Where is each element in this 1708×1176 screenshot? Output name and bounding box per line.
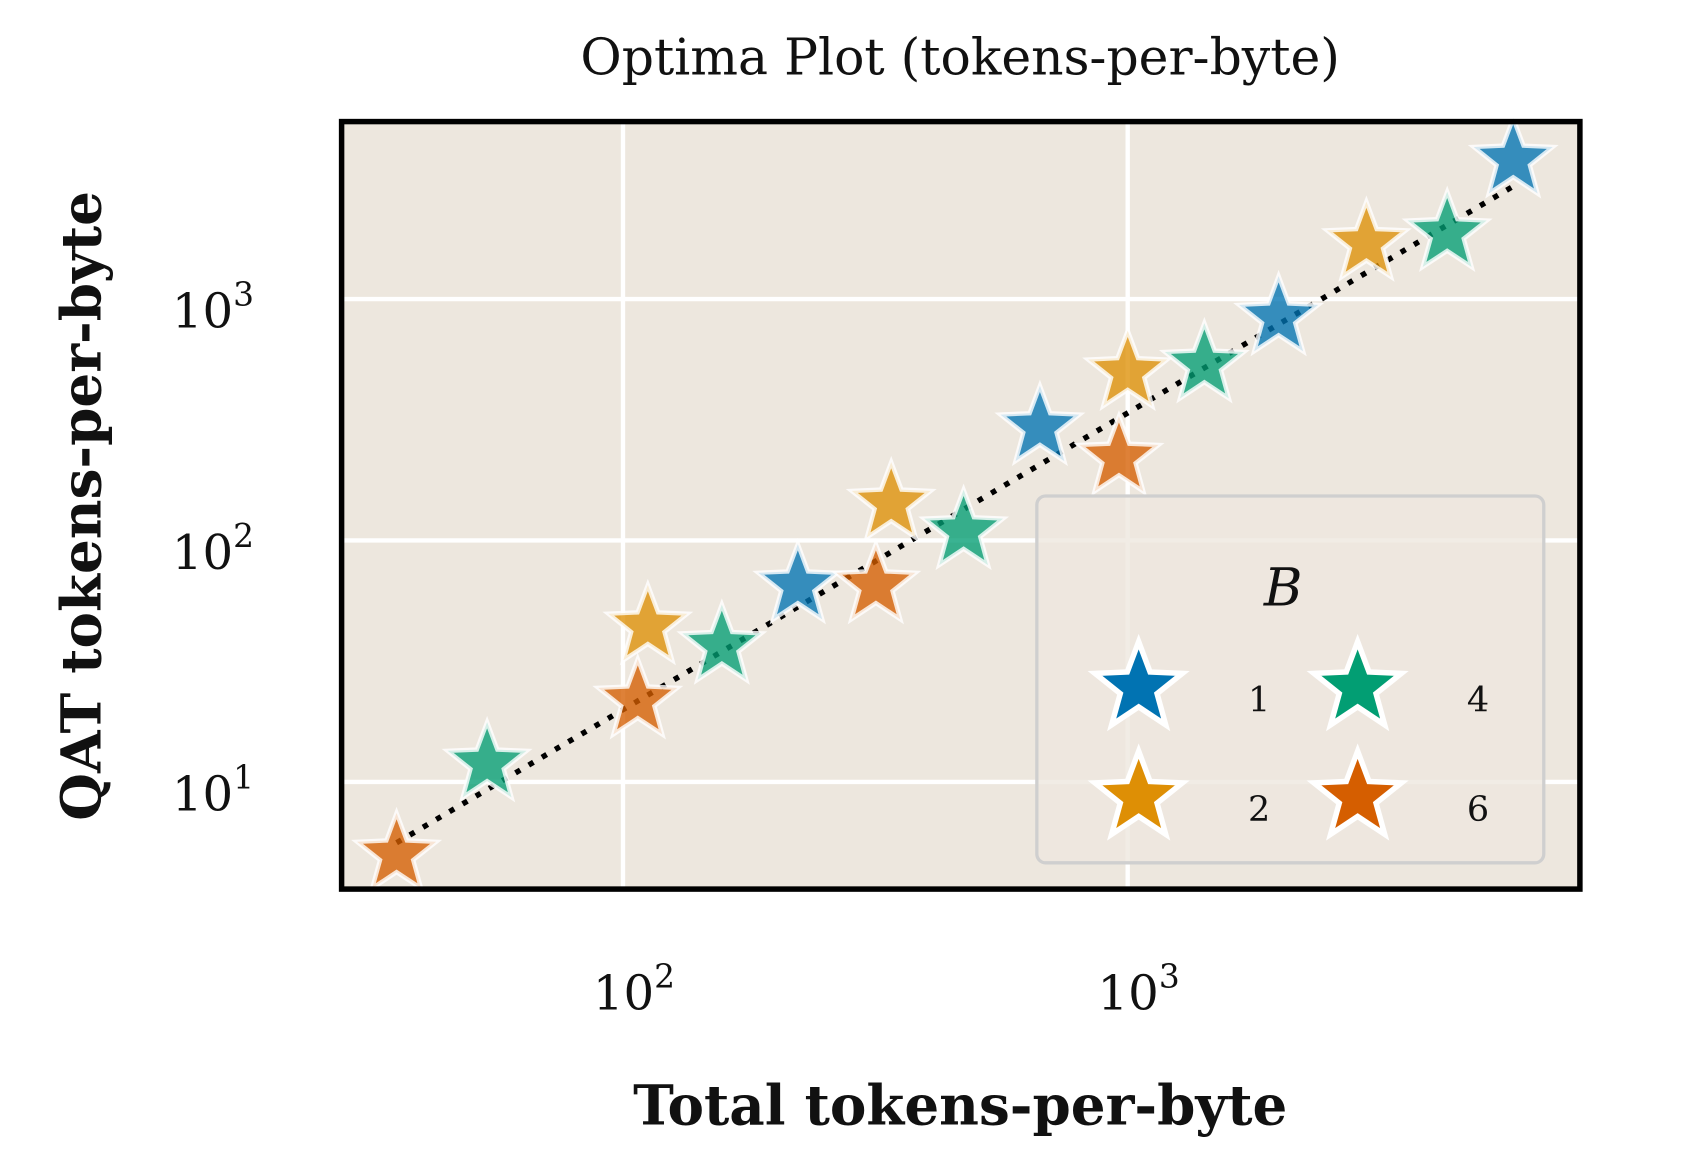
data-point-b4 [918,483,1010,571]
data-point-b2 [602,578,694,666]
legend-title: B [1263,558,1303,619]
data-point-b1 [994,379,1086,467]
tick-labels: 102 103 101 102 103 [172,276,1180,1022]
y-tick-label: 102 [172,517,254,581]
data-point-b2 [1320,195,1413,282]
legend-marker-b1 [1087,633,1190,732]
data-point-b1 [1233,269,1325,357]
legend: B 1 4 2 6 [1035,494,1546,865]
legend-label: 6 [1467,789,1489,830]
data-point-b4 [1401,185,1493,273]
data-point-b6 [351,806,443,894]
x-axis-label: Total tokens-per-byte [633,1073,1287,1137]
x-tick-label: 103 [1098,958,1180,1022]
data-point-b1 [752,537,844,625]
data-point-b4 [1158,316,1250,404]
data-point-b2 [845,455,937,543]
data-point-b6 [830,537,922,625]
y-tick-label: 101 [172,759,254,823]
legend-box [1035,494,1546,865]
chart-title: Optima Plot (tokens-per-byte) [580,28,1340,87]
data-point-b6 [1073,409,1165,497]
data-point-b2 [1082,324,1174,412]
y-axis-label: QAT tokens-per-byte [50,191,114,821]
legend-label: 4 [1467,680,1489,721]
legend-marker-b6 [1306,743,1409,841]
x-tick-label: 102 [593,958,675,1022]
data-point-b4 [441,715,533,803]
legend-marker-b4 [1306,633,1409,732]
legend-label: 2 [1248,789,1270,830]
legend-marker-b2 [1087,743,1190,841]
data-point-b6 [592,652,684,740]
y-tick-label: 103 [172,276,254,340]
points-group [351,111,1559,894]
plot-frame [338,118,1583,892]
legend-label: 1 [1248,680,1270,721]
data-point-b1 [1467,111,1559,199]
data-point-b4 [676,598,768,685]
